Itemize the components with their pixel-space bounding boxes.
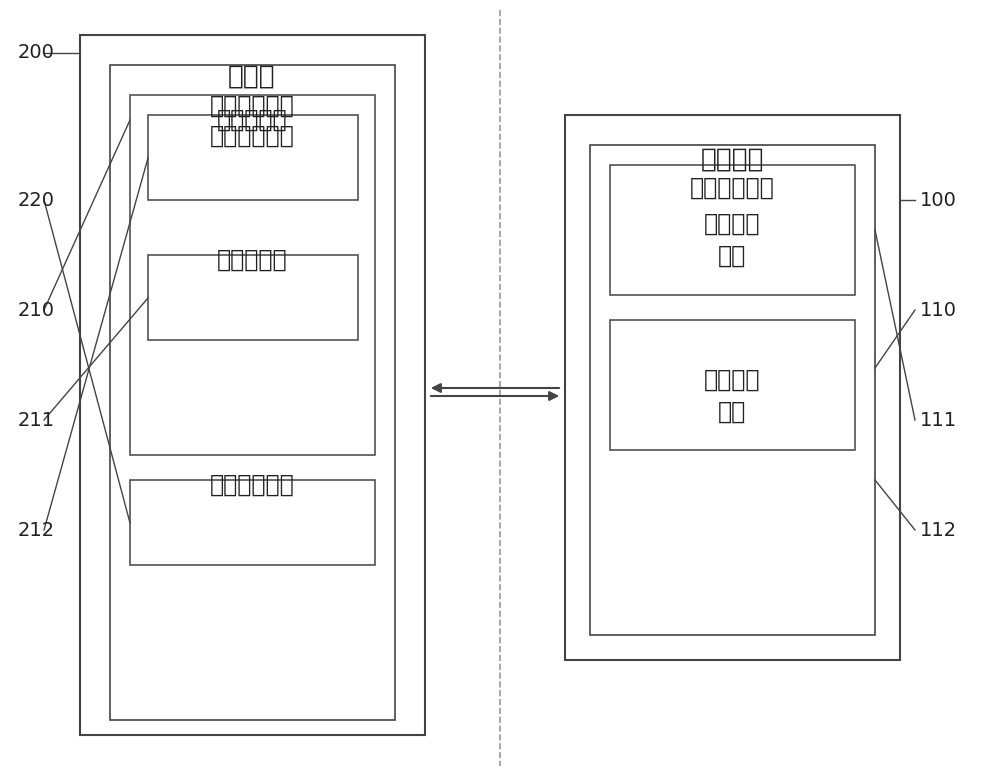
Text: 显示设备: 显示设备 xyxy=(700,147,764,173)
Text: 遥控器: 遥控器 xyxy=(228,64,276,90)
Text: 200: 200 xyxy=(18,43,55,63)
Bar xyxy=(130,480,375,565)
Bar xyxy=(130,95,375,455)
Text: 被动切换单元: 被动切换单元 xyxy=(210,473,294,497)
Bar xyxy=(110,65,395,720)
Text: 212: 212 xyxy=(18,521,55,539)
Bar xyxy=(610,320,855,450)
Text: 112: 112 xyxy=(920,521,957,539)
Text: 状态检测: 状态检测 xyxy=(704,368,760,392)
Text: 自动切换单元: 自动切换单元 xyxy=(210,124,294,148)
Bar xyxy=(148,255,358,340)
Bar xyxy=(590,145,875,635)
Text: 210: 210 xyxy=(18,300,55,320)
Text: 111: 111 xyxy=(920,411,957,429)
Text: 单元: 单元 xyxy=(718,400,746,424)
Text: 接收子单元: 接收子单元 xyxy=(217,248,287,272)
Bar xyxy=(80,35,425,735)
Bar xyxy=(148,115,358,200)
Text: 执行子单元: 执行子单元 xyxy=(217,108,287,132)
Text: 211: 211 xyxy=(18,411,55,429)
Text: 220: 220 xyxy=(18,190,55,210)
Text: 110: 110 xyxy=(920,300,957,320)
Text: 100: 100 xyxy=(920,190,957,210)
Bar xyxy=(565,115,900,660)
Text: 指令发送: 指令发送 xyxy=(704,212,760,236)
Text: 指令生成模块: 指令生成模块 xyxy=(690,176,774,200)
Text: 模式切换模块: 模式切换模块 xyxy=(210,94,294,118)
Bar xyxy=(610,165,855,295)
Text: 单元: 单元 xyxy=(718,244,746,268)
